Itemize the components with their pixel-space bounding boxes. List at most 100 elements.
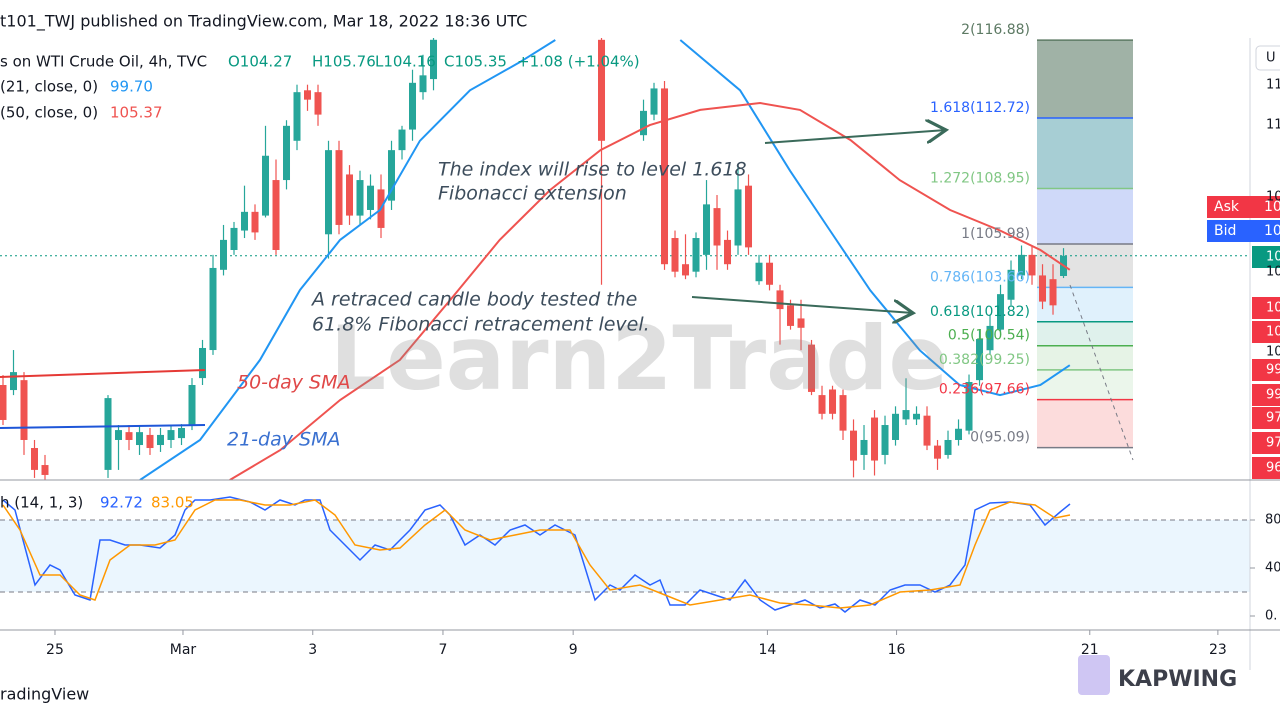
price-badge [1252, 321, 1280, 343]
price-scale-label: 10 [1266, 190, 1280, 205]
bid-label: Bid [1214, 223, 1236, 239]
bid-value: 10 [1264, 223, 1280, 239]
candle-body [241, 211, 249, 231]
candle-body [787, 305, 795, 326]
candle-body [818, 395, 826, 414]
candle-body [944, 439, 952, 455]
fib-label: 2(116.88) [961, 22, 1030, 38]
legend-value: 99.70 [110, 78, 153, 96]
candle-body [178, 428, 186, 439]
candle-body [314, 92, 322, 115]
legend-value: 92.72 [100, 494, 143, 512]
candle-body [902, 410, 910, 420]
candle-body [913, 413, 921, 420]
price-badge [1252, 359, 1280, 381]
candle-body [41, 465, 49, 475]
candle-body [115, 430, 123, 440]
price-scale-label: 11 [1266, 78, 1280, 93]
fib-label: 1(105.98) [961, 226, 1030, 242]
bid-badge [1207, 220, 1280, 242]
candle-body [272, 180, 280, 250]
candle-body [367, 185, 375, 210]
price-badge [1252, 246, 1280, 268]
candle-body [640, 110, 648, 136]
candle-body [860, 439, 868, 455]
price-badge [1252, 297, 1280, 319]
scale-button[interactable] [1255, 45, 1280, 71]
y-tick-label: 80 [1265, 512, 1280, 527]
ask-value: 10 [1264, 199, 1280, 215]
candle-body [346, 174, 354, 216]
price-scale-label: 11 [1266, 118, 1280, 133]
candle-body [283, 125, 291, 181]
fib-label: 0.382(99.25) [939, 352, 1030, 368]
candle-body [230, 227, 238, 250]
candle-body [1007, 269, 1015, 300]
x-tick-label: Mar [170, 642, 197, 658]
header-bg [0, 0, 1280, 38]
candle-body [1039, 275, 1047, 302]
legend-value: 83.05 [151, 494, 194, 512]
candle-body [146, 434, 154, 449]
candle-body [0, 385, 7, 420]
y-tick-label: 0. [1265, 608, 1277, 623]
stoch-band [0, 519, 1250, 592]
candle-body [220, 239, 228, 270]
legend-ohlc: O104.27 [228, 53, 292, 71]
annotation: Fibonacci extension [438, 183, 627, 205]
candle-body [986, 325, 994, 351]
x-tick-label: 7 [438, 642, 447, 658]
candle-body [766, 262, 774, 285]
candle-body [10, 372, 18, 391]
candle-body [20, 380, 28, 440]
candle-body [955, 428, 963, 440]
candle-body [598, 39, 606, 141]
candle-body [430, 39, 438, 80]
candle-body [671, 238, 679, 272]
x-tick-label: 14 [758, 642, 776, 658]
candle-body [209, 267, 217, 351]
drawn-line [0, 369, 206, 378]
price-scale-label: 97 [1266, 436, 1280, 451]
candle-body [251, 211, 259, 233]
candle-body [829, 389, 837, 414]
brand-icon [1078, 655, 1110, 695]
candle-body [797, 318, 805, 328]
candle-body [965, 382, 973, 431]
fib-band [1037, 117, 1133, 189]
legend-value: 105.37 [110, 104, 163, 122]
candle-body [703, 204, 711, 255]
candle-body [199, 347, 207, 379]
price-scale-label: 99 [1266, 388, 1280, 403]
annotation: 21-day SMA [227, 429, 340, 451]
price-scale-label: 10 [1266, 301, 1280, 316]
candle-body [388, 150, 396, 201]
x-tick-label: 9 [569, 642, 578, 658]
price-scale-label: 10 [1266, 265, 1280, 280]
candle-body [304, 90, 312, 100]
x-tick-label: 25 [46, 642, 64, 658]
price-scale-label: 10 [1266, 250, 1280, 265]
legend-ohlc: L104.16 [375, 53, 436, 71]
annotation: The index will rise to level 1.618 [438, 159, 747, 181]
price-pane [0, 38, 1250, 480]
price-badge [1252, 384, 1280, 406]
fib-band [1037, 399, 1133, 448]
candle-body [419, 75, 427, 93]
candle-body [976, 339, 984, 381]
annotation: 50-day SMA [237, 372, 350, 394]
ask-label: Ask [1214, 199, 1240, 215]
price-scale-label: 10 [1266, 325, 1280, 340]
candle-body [839, 395, 847, 431]
line-series [2, 499, 1071, 609]
x-tick-label: 21 [1081, 642, 1099, 658]
candle-body [1028, 254, 1036, 276]
candle-body [1049, 279, 1057, 306]
candle-body [724, 239, 732, 265]
price-badge [1252, 432, 1280, 454]
candle-body [734, 189, 742, 246]
fib-band [1037, 345, 1133, 370]
fib-label: 0.618(101.82) [930, 304, 1030, 320]
